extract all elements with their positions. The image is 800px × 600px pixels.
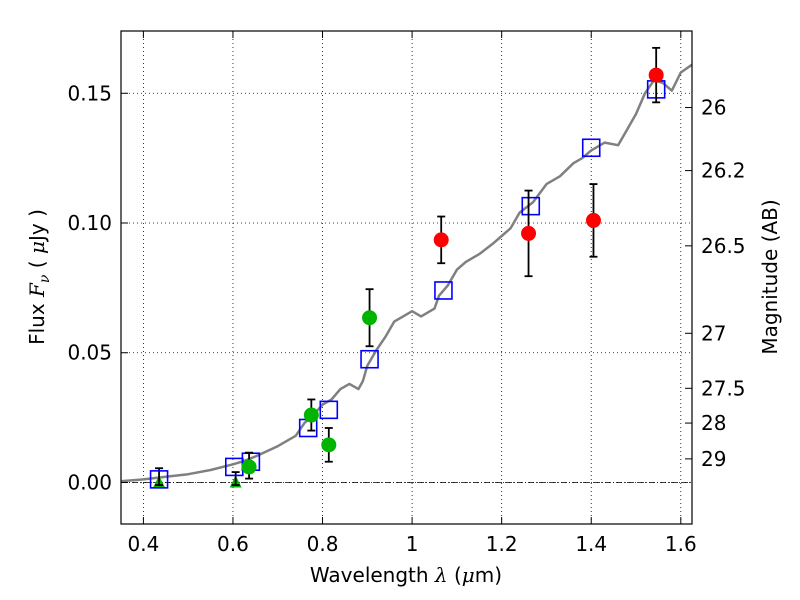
plot-frame bbox=[120, 30, 693, 525]
model-photometry-square bbox=[360, 349, 379, 369]
y2-tick-label: 29 bbox=[701, 447, 726, 471]
model-photometry-square bbox=[319, 400, 339, 420]
y2-tick-label: 26 bbox=[701, 96, 726, 120]
y2-axis-title: Magnitude (AB) bbox=[758, 199, 782, 354]
y-tick-label: 0.05 bbox=[67, 341, 112, 365]
model-photometry-square bbox=[149, 470, 169, 489]
x-tick-label: 1 bbox=[406, 532, 419, 556]
axis-ticks: 0.4 0.6 0.8 1 1.2 1.4 1.6 0.00 0.05 0.10 0.15 26 26.… bbox=[67, 31, 746, 556]
x-tick-label: 0.6 bbox=[217, 532, 249, 556]
model-photometry-square bbox=[434, 281, 453, 300]
model-photometry-square bbox=[521, 196, 541, 216]
model-photometry-square bbox=[581, 138, 601, 158]
nir-detection-point bbox=[521, 225, 537, 241]
x-tick-label: 0.8 bbox=[307, 532, 339, 556]
x-tick-label: 1.6 bbox=[665, 532, 697, 556]
y2-tick-label: 28 bbox=[701, 411, 726, 435]
x-axis-title: Wavelength λ (μm) bbox=[310, 563, 502, 587]
grid bbox=[121, 31, 692, 524]
optical-detection-point bbox=[321, 437, 337, 453]
y2-tick-label: 26.5 bbox=[701, 234, 746, 258]
optical-detection-point bbox=[362, 310, 378, 326]
y-tick-label: 0.10 bbox=[67, 211, 112, 235]
y-tick-label: 0.15 bbox=[67, 81, 112, 105]
model-sed-line bbox=[120, 63, 693, 483]
data-series bbox=[120, 46, 693, 489]
y-axis-title: Flux Fν ( μJy ) bbox=[25, 209, 53, 345]
optical-detection-point bbox=[241, 459, 257, 475]
x-tick-label: 0.4 bbox=[127, 532, 159, 556]
x-tick-label: 1.4 bbox=[575, 532, 607, 556]
nir-detection-point bbox=[433, 232, 449, 248]
nir-detection-point bbox=[585, 212, 601, 228]
y-tick-label: 0.00 bbox=[67, 470, 112, 494]
y2-tick-label: 27.5 bbox=[701, 376, 746, 400]
nir-detection-point bbox=[648, 67, 664, 83]
y2-tick-label: 27 bbox=[701, 321, 726, 345]
y2-tick-label: 26.2 bbox=[701, 159, 746, 183]
x-tick-label: 1.2 bbox=[486, 532, 518, 556]
optical-detection-point bbox=[303, 407, 319, 423]
